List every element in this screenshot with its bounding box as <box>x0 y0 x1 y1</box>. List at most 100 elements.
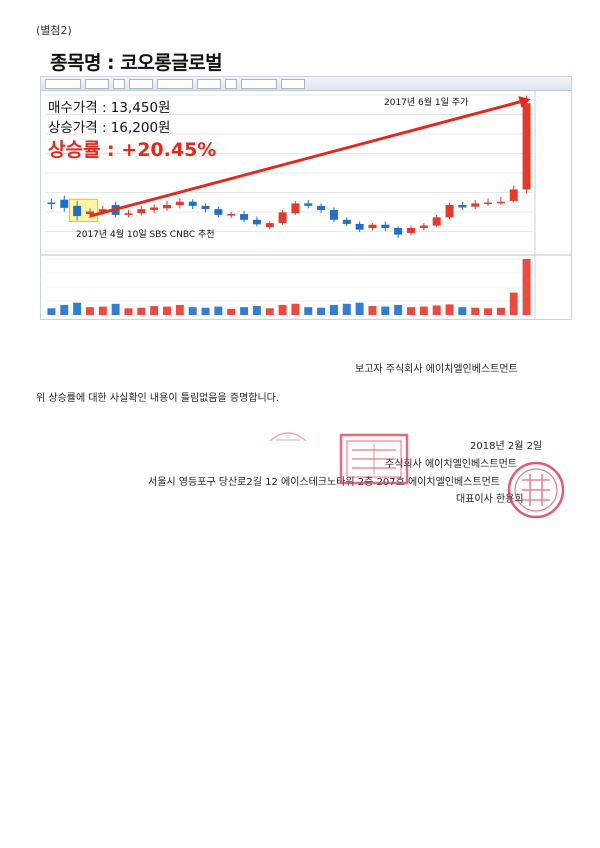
candle-body <box>150 207 159 210</box>
candlestick-chart <box>41 91 571 319</box>
candle-body <box>407 228 415 233</box>
volume-bar <box>214 306 223 315</box>
annotation-recommend: 2017년 4월 10일 SBS CNBC 추천 <box>76 230 215 240</box>
trend-arrow-line <box>89 99 525 218</box>
candle-body <box>342 219 351 224</box>
volume-bar <box>471 307 480 315</box>
volume-bar <box>355 302 364 315</box>
volume-bar <box>407 307 415 315</box>
volume-bar <box>509 292 518 315</box>
candle-body <box>355 223 364 230</box>
toolbar-field <box>225 78 237 89</box>
faint-seal-stamp <box>269 432 307 442</box>
volume-bar <box>278 304 287 315</box>
ceo-seal-stamp <box>507 461 565 519</box>
volume-bar <box>201 307 210 315</box>
candle-body <box>188 201 197 206</box>
volume-bar <box>188 307 197 315</box>
volume-bar <box>111 303 120 315</box>
volume-bar <box>342 303 351 315</box>
reporter-line: 보고자 주식회사 에이치엘인베스트먼트 <box>355 364 518 375</box>
chart-toolbar <box>41 77 571 91</box>
volume-bar <box>73 302 82 315</box>
candle-body <box>522 103 531 190</box>
volume-bar <box>175 304 184 315</box>
attachment-label: (별첨2) <box>36 24 72 37</box>
volume-bar <box>47 308 56 315</box>
ceo-name: 대표이사 한용희 <box>456 494 524 505</box>
volume-bar <box>60 304 69 315</box>
candle-body <box>265 223 274 228</box>
candle-body <box>394 228 403 235</box>
company-address: 서울시 영등포구 당산로2길 12 에이스테크노타워 2층 207호 에이치엘인… <box>148 477 500 488</box>
volume-bar <box>252 306 261 315</box>
candle-body <box>252 219 261 225</box>
candle-body <box>381 224 390 229</box>
candle-body <box>278 212 287 224</box>
toolbar-field <box>85 78 109 89</box>
chart-grid <box>41 91 571 319</box>
stock-title: 종목명 : 코오롱글로벌 <box>50 52 223 74</box>
candle-body <box>471 203 480 207</box>
candle-body <box>47 202 56 205</box>
volume-bar <box>291 303 300 315</box>
volume-bar <box>381 306 390 315</box>
volume-bar <box>124 308 133 315</box>
volume-bar <box>522 259 531 315</box>
candle-body <box>124 213 133 215</box>
toolbar-field <box>45 78 81 89</box>
volume-bar <box>240 307 249 315</box>
volume-bar <box>394 304 403 315</box>
candle-body <box>73 205 82 217</box>
toolbar-field <box>197 78 221 89</box>
issue-date: 2018년 2월 2일 <box>470 441 543 452</box>
toolbar-field <box>129 78 153 89</box>
annotation-price-date: 2017년 6월 1일 주가 <box>384 98 469 108</box>
candle-body <box>419 225 428 229</box>
sell-price: 상승가격 : 16,200원 <box>48 120 171 136</box>
candle-body <box>98 209 107 212</box>
candle-body <box>291 203 300 214</box>
toolbar-field <box>113 78 125 89</box>
candle-body <box>214 209 223 215</box>
company-name: 주식회사 에이치엘인베스트먼트 <box>385 459 517 470</box>
volume-bar <box>368 306 377 315</box>
rise-rate: 상승률 : +20.45% <box>48 139 217 161</box>
candle-body <box>329 209 338 220</box>
candle-body <box>432 217 441 226</box>
volume-bar <box>163 306 171 315</box>
chart-screenshot <box>40 76 572 320</box>
volume-bar <box>496 307 505 315</box>
candle-body <box>317 205 326 210</box>
trend-arrow <box>89 96 531 218</box>
candle-body <box>368 224 377 229</box>
volume-bar <box>150 306 159 315</box>
candle-body <box>60 199 69 208</box>
toolbar-field <box>281 78 305 89</box>
volume-bar <box>419 306 428 315</box>
volume-bar <box>265 308 274 315</box>
candle-body <box>509 189 518 201</box>
volume-bar <box>484 308 493 315</box>
volume-bar <box>227 308 236 315</box>
volume-bar <box>85 307 94 315</box>
volume-bar <box>445 304 454 315</box>
candle-body <box>458 205 467 208</box>
company-seal-stamp <box>339 433 409 485</box>
candle-body <box>484 202 493 205</box>
volume-bar <box>329 304 338 315</box>
toolbar-field <box>241 78 277 89</box>
candle-body <box>163 205 171 209</box>
volume-bar <box>137 307 146 315</box>
candle-body <box>496 201 505 204</box>
volume-bars <box>47 259 531 315</box>
volume-bar <box>98 306 107 315</box>
certification-statement: 위 상승률에 대한 사실확인 내용이 틀림없음을 증명합니다. <box>36 393 280 404</box>
volume-bar <box>317 307 326 315</box>
trend-arrow-head <box>518 96 531 108</box>
toolbar-field <box>157 78 193 89</box>
candle-body <box>304 203 313 206</box>
candle-body <box>240 214 249 220</box>
volume-bar <box>304 307 313 315</box>
candle-body <box>445 205 454 218</box>
